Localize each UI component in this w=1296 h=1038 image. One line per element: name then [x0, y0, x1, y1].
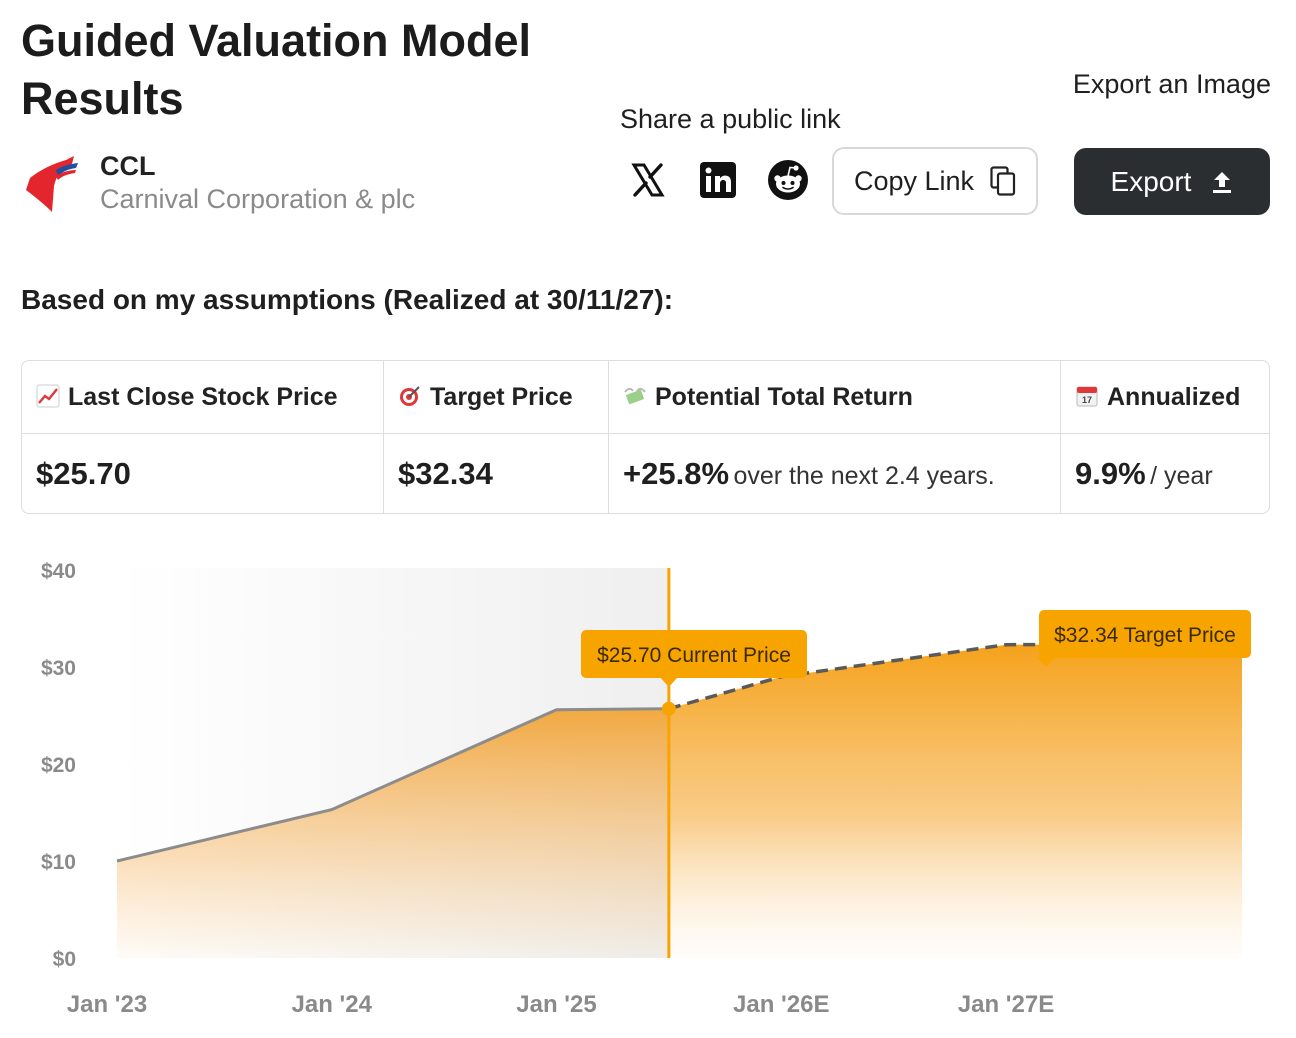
copy-icon: [990, 166, 1016, 196]
y-tick-label: $20: [41, 754, 76, 777]
stat-value-return: +25.8% over the next 2.4 years.: [608, 433, 1061, 513]
x-logo-icon[interactable]: [626, 158, 670, 202]
current-price-label: $25.70 Current Price: [581, 630, 807, 687]
x-tick-label: Jan '25: [516, 991, 596, 1018]
x-tick-label: Jan '26E: [733, 991, 829, 1018]
x-tick-label: Jan '23: [67, 991, 147, 1018]
share-icons: [626, 158, 836, 202]
valuation-chart: $0 $10 $20 $30 $40 Jan '23 Jan '24 Jan '25 Jan '…: [41, 560, 1251, 1018]
export-label: Export an Image: [1072, 69, 1271, 99]
carnival-logo-icon: [26, 156, 78, 212]
stat-header-label: Last Close Stock Price: [68, 382, 338, 411]
stat-header-last-close: Last Close Stock Price: [22, 361, 384, 434]
company-name: Carnival Corporation & plc: [100, 184, 416, 214]
stats-table: Last Close Stock Price Target Price Pote…: [21, 360, 1270, 514]
export-button[interactable]: Export: [1074, 148, 1270, 215]
stat-header-target: Target Price: [383, 361, 609, 434]
stat-value-annualized: 9.9% / year: [1075, 456, 1213, 491]
y-tick-label: $10: [41, 851, 76, 874]
forecast-area: [668, 644, 1242, 958]
x-tick-label: Jan '24: [292, 991, 373, 1018]
page-title: Guided Valuation Model Results: [21, 15, 532, 124]
svg-text:$25.70 Current Price: $25.70 Current Price: [597, 644, 791, 667]
stat-header-label: Target Price: [430, 382, 573, 411]
chart-increasing-icon: [36, 384, 60, 407]
copy-link-label: Copy Link: [853, 165, 975, 196]
upload-icon: [1213, 171, 1232, 193]
stat-value-target: $32.34: [383, 433, 609, 513]
historical-line: [116, 707, 669, 863]
ticker-symbol: CCL: [100, 151, 156, 181]
money-wings-icon: [624, 387, 646, 404]
x-tick-label: Jan '27E: [958, 991, 1054, 1018]
stat-header-label: Potential Total Return: [655, 382, 913, 411]
export-button-label: Export: [1110, 165, 1192, 197]
company-info: CCL Carnival Corporation & plc: [22, 148, 415, 218]
reddit-icon[interactable]: [766, 158, 810, 202]
svg-text:$32.34 Target Price: $32.34 Target Price: [1054, 624, 1236, 647]
y-tick-label: $30: [41, 657, 76, 680]
y-tick-label: $0: [53, 948, 76, 971]
linkedin-icon[interactable]: [696, 158, 740, 202]
stat-header-annualized: 17 Annualized: [1060, 361, 1269, 434]
calendar-icon: 17: [1076, 386, 1098, 406]
y-tick-label: $40: [41, 560, 76, 583]
target-icon: [400, 385, 420, 406]
historical-area: [117, 708, 669, 958]
copy-link-button[interactable]: Copy Link: [832, 147, 1038, 215]
svg-text:17: 17: [1082, 395, 1092, 405]
stat-value-last-close: $25.70: [22, 433, 384, 513]
target-price-label: $32.34 Target Price: [1037, 610, 1251, 667]
current-price-point: [661, 701, 676, 716]
stat-header-return: Potential Total Return: [608, 361, 1061, 434]
assumptions-heading: Based on my assumptions (Realized at 30/…: [21, 284, 674, 315]
share-label: Share a public link: [620, 104, 841, 134]
stat-header-label: Annualized: [1107, 382, 1241, 411]
